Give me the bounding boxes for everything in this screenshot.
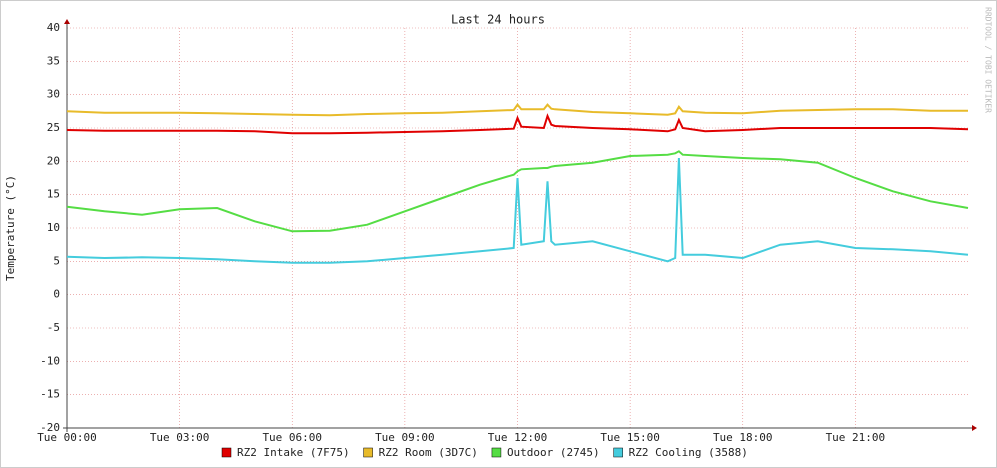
y-tick-label: 35 <box>47 54 60 67</box>
y-tick-label: 30 <box>47 88 60 101</box>
legend-label: RZ2 Room (3D7C) <box>379 446 478 459</box>
series-line <box>66 150 969 233</box>
y-tick-label: 10 <box>47 221 60 234</box>
y-tick-label: -20 <box>40 421 60 434</box>
axis-arrow <box>972 425 977 431</box>
legend-swatch <box>491 447 502 458</box>
y-axis-label: Temperature (°C) <box>4 175 17 281</box>
legend-swatch <box>363 447 373 458</box>
y-tick-label: 0 <box>53 288 60 301</box>
legend-swatch <box>613 447 623 458</box>
x-tick-label: Tue 12:00 <box>488 431 548 444</box>
series-line <box>66 113 969 135</box>
y-tick-label: 15 <box>47 188 60 201</box>
series-line <box>66 103 968 117</box>
chart-title: Last 24 hours <box>451 13 545 27</box>
axis-arrow <box>64 19 70 24</box>
y-tick-label: 20 <box>47 154 60 167</box>
y-tick-label: 5 <box>53 254 60 267</box>
x-tick-label: Tue 09:00 <box>375 431 435 444</box>
x-tick-label: Tue 06:00 <box>262 431 322 444</box>
y-tick-label: -15 <box>40 388 60 401</box>
legend-label: Outdoor (2745) <box>507 446 600 459</box>
series-line <box>66 157 969 264</box>
x-tick-label: Tue 00:00 <box>37 431 97 444</box>
legend-label: RZ2 Cooling (3588) <box>629 446 748 459</box>
x-tick-label: Tue 21:00 <box>826 431 886 444</box>
y-tick-label: -10 <box>40 354 60 367</box>
y-tick-label: -5 <box>47 321 60 334</box>
watermark: RRDTOOL / TOBI OETIKER <box>984 7 993 113</box>
x-tick-label: Tue 03:00 <box>150 431 210 444</box>
legend-swatch <box>221 447 232 458</box>
x-tick-label: Tue 15:00 <box>600 431 660 444</box>
y-tick-label: 25 <box>47 121 60 134</box>
x-tick-label: Tue 18:00 <box>713 431 773 444</box>
y-tick-label: 40 <box>47 21 60 34</box>
legend-label: RZ2 Intake (7F75) <box>237 446 350 459</box>
